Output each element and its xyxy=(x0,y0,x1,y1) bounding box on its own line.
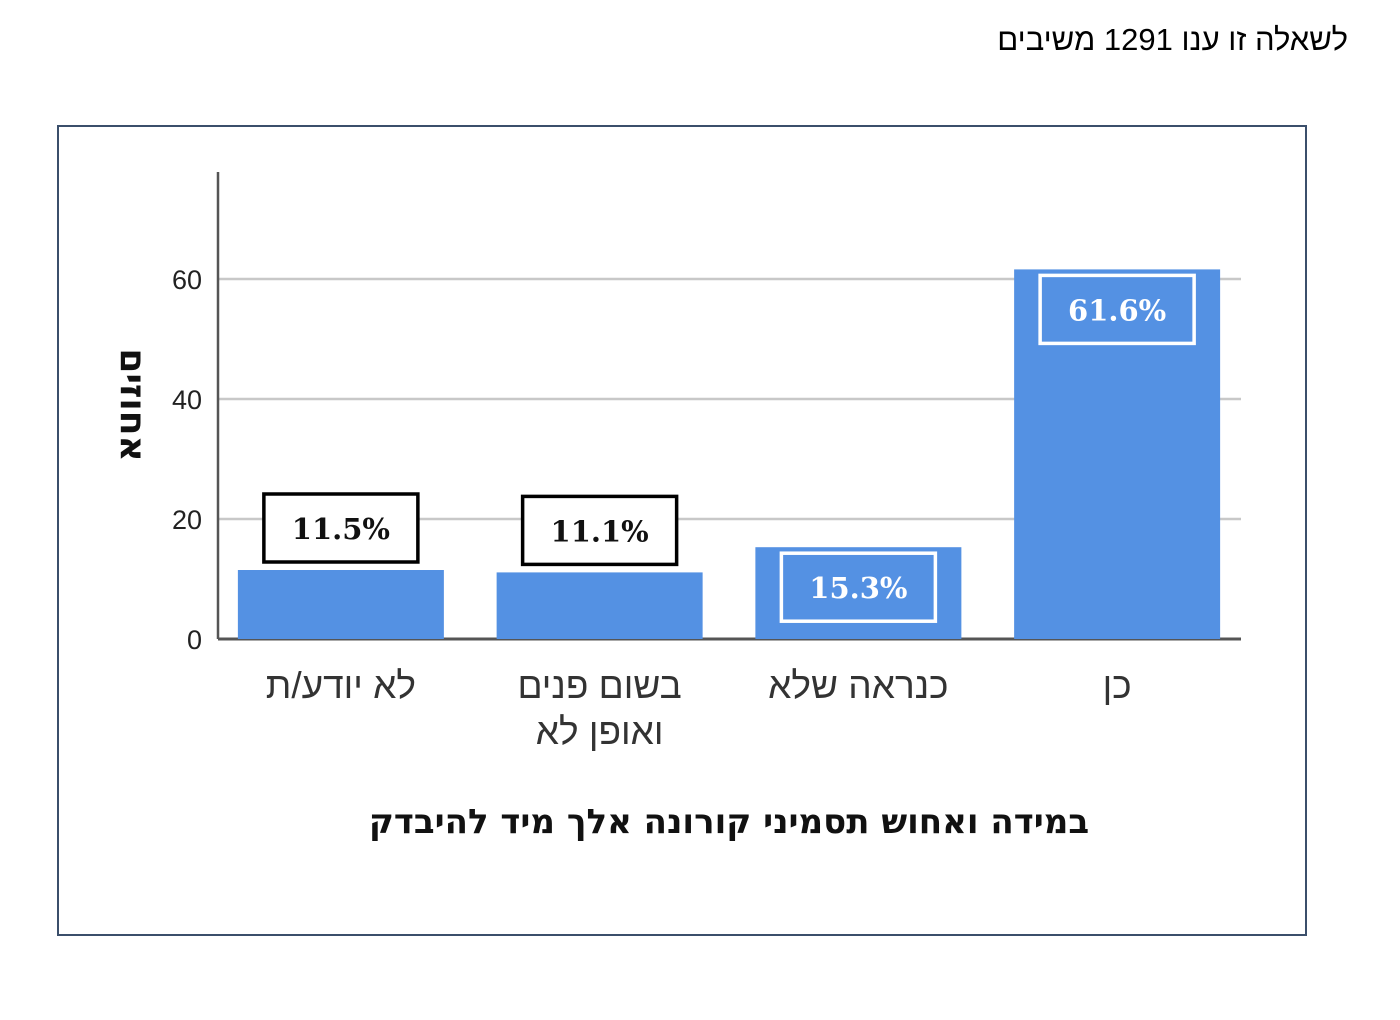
data-label: 11.1% xyxy=(551,514,649,548)
x-tick-label: כן xyxy=(1103,665,1132,706)
bar xyxy=(1014,269,1221,639)
x-tick-label: כנראה שלא xyxy=(768,665,948,706)
y-tick-label: 0 xyxy=(187,625,202,655)
data-label: 11.5% xyxy=(292,512,390,546)
x-axis-title: במידה ואחוש תסמיני קורונה אלך מיד להיבדק xyxy=(369,802,1089,842)
respondents-note: לשאלה זו ענו 1291 משיבים xyxy=(997,22,1348,57)
data-label-box xyxy=(779,551,938,623)
data-label: 15.3% xyxy=(809,571,907,605)
bar xyxy=(755,547,962,639)
x-tick-label: לא יודע/ת xyxy=(266,665,416,706)
x-tick-label: בשום פנים xyxy=(517,665,681,706)
data-label-box xyxy=(1038,273,1196,346)
y-axis-title: אחוזים xyxy=(112,348,153,461)
data-label: 61.6% xyxy=(1068,293,1166,327)
chart-frame: 0 20 40 60 11.5% לא יודע/ת 11.1% בשום פנים ואופן… xyxy=(57,125,1307,936)
y-tick-label: 40 xyxy=(172,385,202,415)
y-tick-label: 20 xyxy=(172,505,202,535)
bar-chart: 0 20 40 60 11.5% לא יודע/ת 11.1% בשום פנים ואופן… xyxy=(112,172,1241,842)
x-tick-label: ואופן לא xyxy=(536,711,664,752)
data-label-box xyxy=(262,492,420,564)
y-tick-label: 60 xyxy=(172,265,202,295)
bar xyxy=(496,572,703,639)
bar xyxy=(237,570,444,639)
data-label-box xyxy=(520,494,679,567)
